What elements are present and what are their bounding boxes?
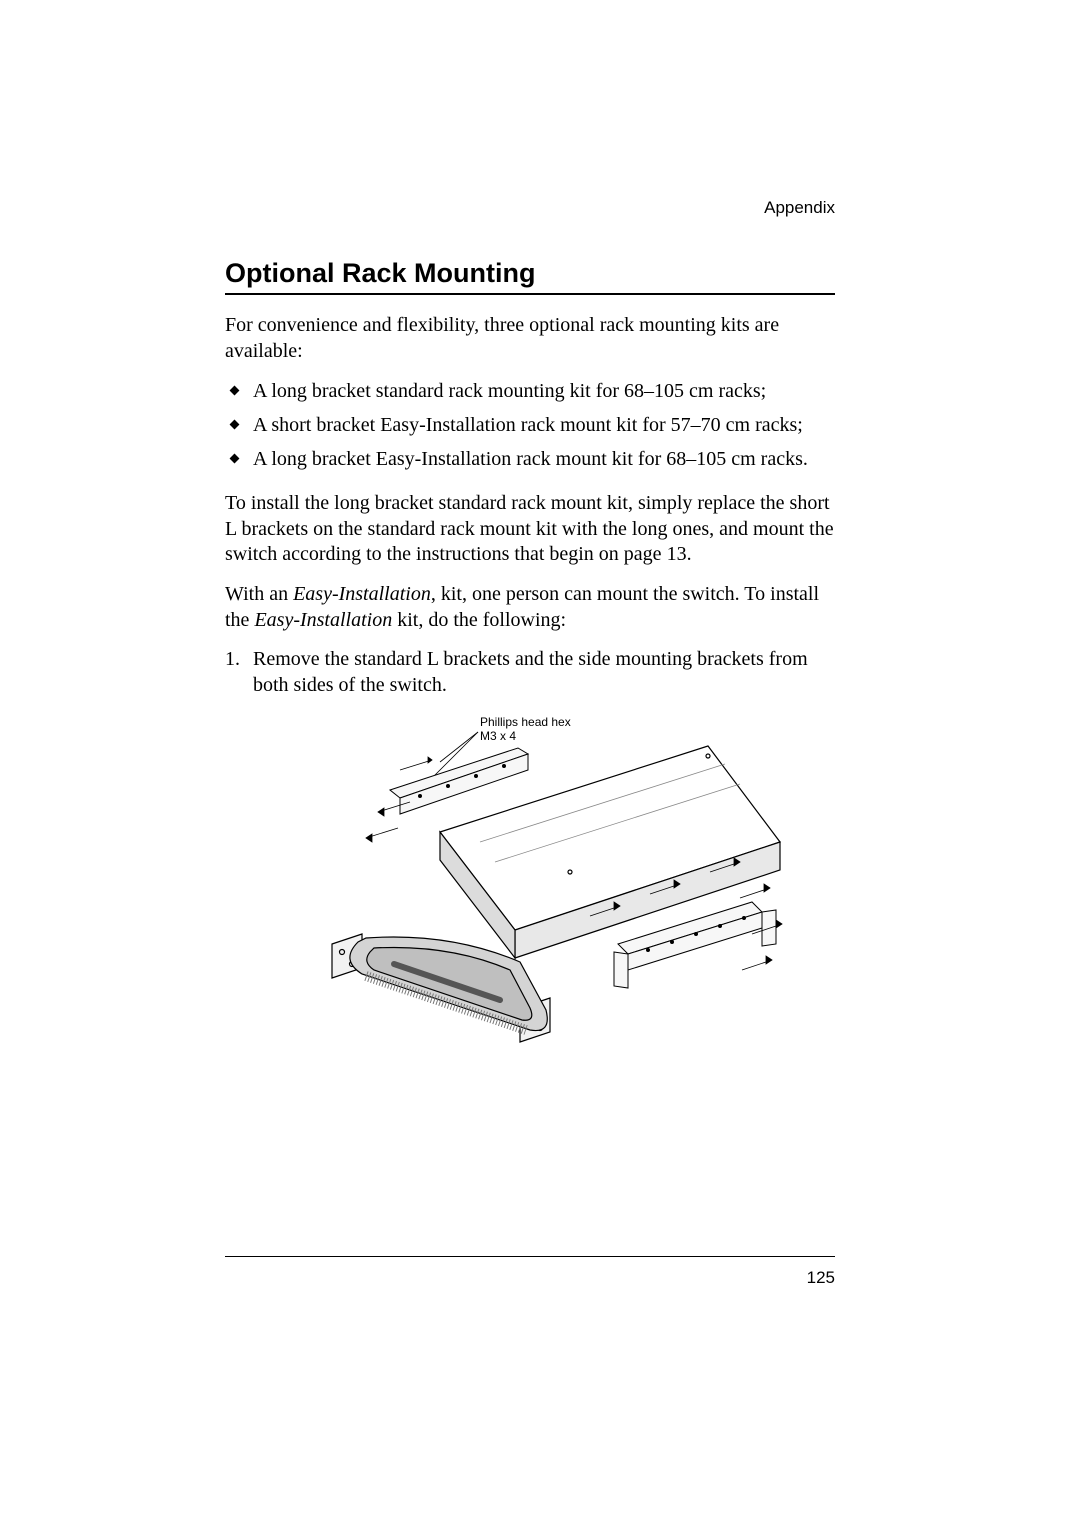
list-item: A long bracket Easy-Installation rack mo… (253, 446, 835, 473)
emphasis: Easy-Installation (254, 609, 392, 631)
step-number: 1. (225, 647, 253, 698)
body-paragraph: To install the long bracket standard rac… (225, 491, 835, 568)
figure: Phillips head hex M3 x 4 (225, 712, 835, 1052)
footer-rule (225, 1256, 835, 1257)
section-heading: Optional Rack Mounting (225, 258, 835, 295)
kit-list: A long bracket standard rack mounting ki… (225, 378, 835, 473)
step-item: 1. Remove the standard L brackets and th… (225, 647, 835, 698)
rack-diagram: Phillips head hex M3 x 4 (270, 712, 790, 1052)
text-run: kit, do the following: (392, 609, 566, 631)
figure-label-line2: M3 x 4 (480, 729, 516, 743)
running-header: Appendix (225, 198, 835, 218)
left-bracket (390, 748, 528, 814)
list-item: A long bracket standard rack mounting ki… (253, 378, 835, 405)
text-run: With an (225, 583, 293, 605)
body-paragraph: With an Easy-Installation, kit, one pers… (225, 582, 835, 633)
intro-paragraph: For convenience and flexibility, three o… (225, 313, 835, 364)
page-number: 125 (225, 1268, 835, 1288)
step-text: Remove the standard L brackets and the s… (253, 647, 835, 698)
emphasis: Easy-Installation (293, 583, 431, 605)
list-item: A short bracket Easy-Installation rack m… (253, 412, 835, 439)
figure-label-line1: Phillips head hex (480, 715, 571, 729)
page-content: Appendix Optional Rack Mounting For conv… (225, 198, 835, 1052)
